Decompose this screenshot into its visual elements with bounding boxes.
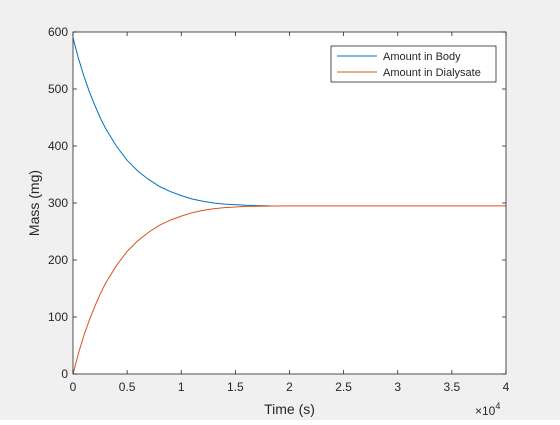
y-tick-label: 0	[61, 367, 68, 381]
x-exponent-label: ×104	[475, 401, 500, 418]
x-axis-label: Time (s)	[264, 401, 315, 417]
y-tick-label: 300	[48, 196, 68, 210]
x-tick-label: 2	[286, 380, 293, 394]
y-tick-label: 400	[48, 139, 68, 153]
y-tick-label: 100	[48, 310, 68, 324]
x-exponent-power: 4	[495, 401, 500, 411]
x-tick-label: 4	[503, 380, 510, 394]
x-tick-label: 3	[394, 380, 401, 394]
y-axis-label: Mass (mg)	[26, 170, 42, 236]
x-tick-label: 1.5	[227, 380, 244, 394]
legend-label: Amount in Body	[383, 51, 461, 63]
plot-area	[73, 32, 506, 374]
x-tick-label: 0.5	[119, 380, 136, 394]
x-exponent-base: ×10	[475, 404, 496, 418]
x-tick-label: 1	[178, 380, 185, 394]
x-tick-label: 3.5	[444, 380, 461, 394]
x-tick-label: 0	[70, 380, 77, 394]
legend: Amount in Body Amount in Dialysate	[331, 46, 496, 82]
y-tick-label: 200	[48, 253, 68, 267]
legend-label: Amount in Dialysate	[383, 67, 481, 79]
x-tick-label: 2.5	[335, 380, 352, 394]
y-tick-label: 500	[48, 82, 68, 96]
y-tick-label: 600	[48, 25, 68, 39]
